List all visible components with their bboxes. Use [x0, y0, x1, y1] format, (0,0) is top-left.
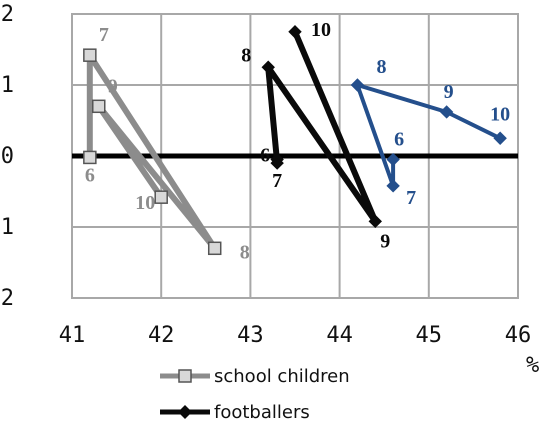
- point-label: 8: [376, 56, 386, 78]
- point-label: 9: [108, 75, 118, 97]
- point-label: 10: [311, 19, 331, 41]
- point-label: 10: [135, 192, 155, 214]
- y-tick-label: 1: [1, 73, 14, 98]
- point-label: 7: [272, 170, 282, 192]
- point-label: 6: [85, 164, 95, 186]
- point-marker: [83, 48, 97, 62]
- y-tick-label: 2: [1, 2, 14, 27]
- point-label: 7: [99, 24, 109, 46]
- x-tick-label: 42: [148, 323, 175, 348]
- point-marker: [92, 99, 106, 114]
- legend: school children footballers: [160, 366, 350, 423]
- point-marker: [350, 78, 365, 92]
- point-label: 8: [241, 44, 251, 66]
- x-axis-unit-label: %: [526, 353, 539, 378]
- point-label: 10: [490, 103, 510, 125]
- x-tick-label: 44: [326, 323, 353, 348]
- point-label: 8: [240, 241, 250, 263]
- point-label: 6: [394, 129, 404, 151]
- series: 67 8 9 10: [241, 19, 390, 253]
- point-marker: [288, 25, 302, 39]
- point-marker: [439, 105, 454, 119]
- y-tick-label: 0: [1, 144, 14, 169]
- point-marker: [207, 241, 222, 256]
- legend-label: school children: [214, 366, 350, 387]
- y-tick-label: -2: [0, 286, 14, 311]
- x-tick-label: 45: [416, 323, 443, 348]
- series: 6 7 8 9 10: [350, 56, 510, 209]
- legend-swatch-marker: [178, 405, 192, 419]
- legend-item: school children: [160, 366, 350, 387]
- point-marker: [83, 150, 97, 165]
- legend-item: footballers: [160, 402, 310, 423]
- point-label: 7: [406, 187, 416, 209]
- point-marker: [368, 214, 382, 229]
- x-tick-label: 41: [59, 323, 86, 348]
- legend-swatch-marker: [178, 369, 192, 383]
- series: 6 7 8 9 10: [83, 24, 250, 263]
- point-label: 9: [444, 81, 454, 103]
- point-label: 9: [380, 230, 390, 252]
- x-tick-label: 43: [237, 323, 264, 348]
- y-tick-label: -1: [0, 215, 14, 240]
- point-marker: [270, 156, 284, 170]
- x-tick-label: 46: [505, 323, 532, 348]
- point-marker: [386, 179, 400, 193]
- legend-label: footballers: [214, 402, 310, 423]
- point-marker: [386, 152, 400, 167]
- point-marker: [154, 190, 168, 204]
- point-marker: [493, 131, 507, 145]
- point-marker: [261, 60, 275, 74]
- point-label: 6: [260, 145, 270, 167]
